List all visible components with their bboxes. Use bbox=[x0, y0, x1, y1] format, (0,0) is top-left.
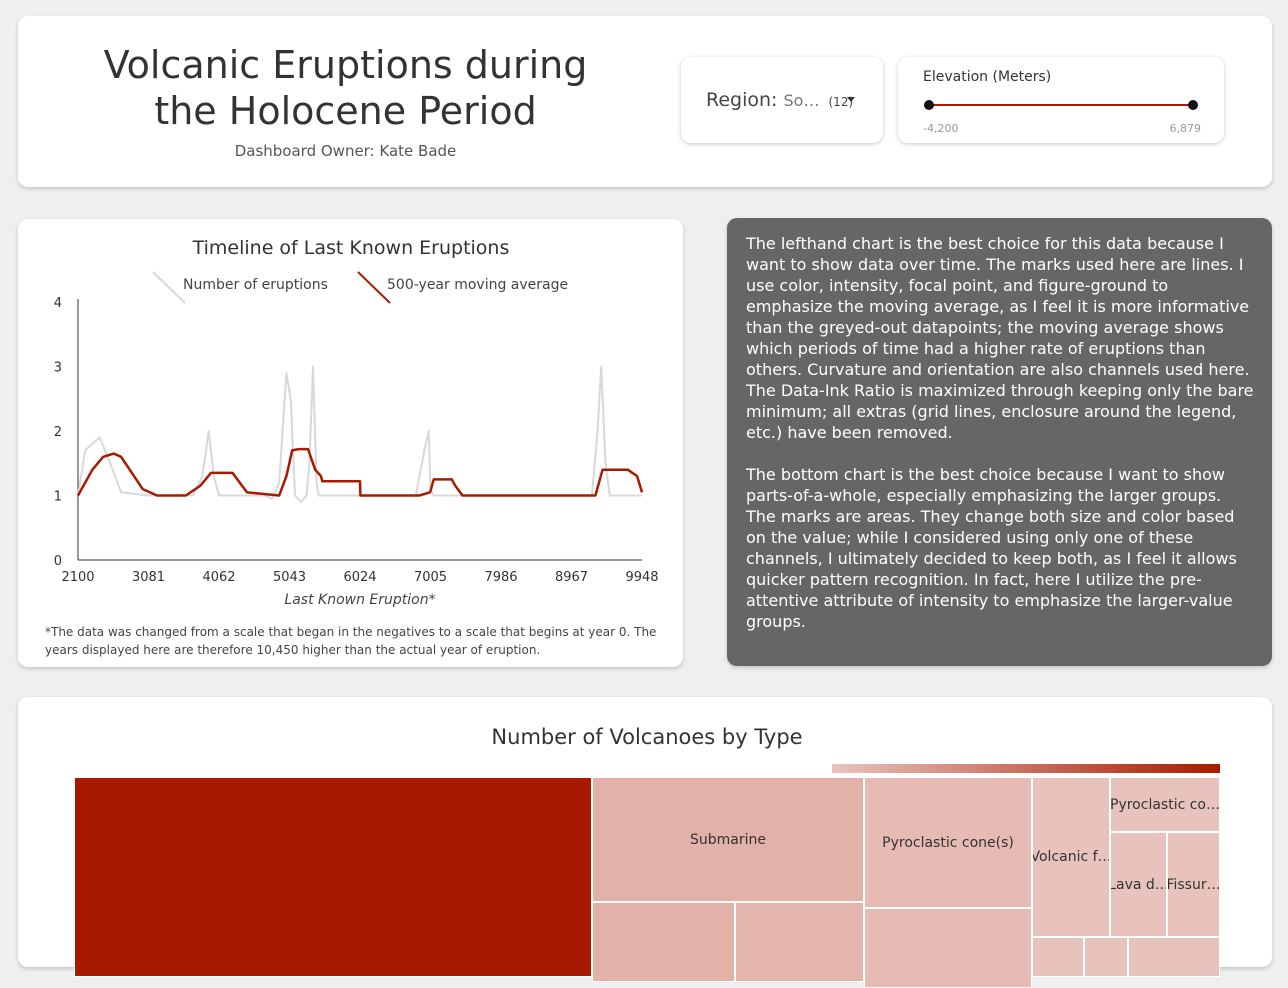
treemap-title: Number of Volcanoes by Type bbox=[491, 725, 803, 749]
region-label-text: Region: bbox=[706, 89, 778, 111]
y-tick-label: 4 bbox=[54, 296, 62, 311]
region-filter-value: So… bbox=[783, 91, 820, 110]
y-tick-label: 2 bbox=[54, 425, 62, 440]
region-filter-label: Region: So… (12) bbox=[706, 89, 853, 111]
treemap-cell[interactable] bbox=[735, 902, 864, 982]
legend-swatch bbox=[152, 271, 186, 304]
series-line-2 bbox=[76, 447, 644, 497]
y-tick-label: 3 bbox=[54, 361, 62, 376]
treemap-cell[interactable]: Volcanic f… bbox=[1032, 777, 1110, 937]
elevation-min-value: -4,200 bbox=[923, 122, 959, 135]
treemap-cell[interactable] bbox=[592, 902, 735, 982]
x-tick-label: 9948 bbox=[625, 570, 658, 585]
x-tick-label: 7986 bbox=[484, 570, 517, 585]
description-paragraph-1: The lefthand chart is the best choice fo… bbox=[746, 234, 1254, 442]
y-tick-label: 1 bbox=[54, 490, 62, 505]
timeline-chart-card: Timeline of Last Known Eruptions Number o… bbox=[18, 219, 683, 667]
dashboard-owner: Dashboard Owner: Kate Bade bbox=[234, 142, 457, 160]
treemap-cell[interactable] bbox=[1032, 937, 1084, 977]
timeline-chart: Timeline of Last Known Eruptions Number o… bbox=[54, 237, 659, 608]
x-tick-label: 6024 bbox=[343, 570, 376, 585]
x-tick-label: 5043 bbox=[273, 570, 306, 585]
legend-label: Number of eruptions bbox=[183, 277, 328, 293]
elevation-filter-label: Elevation (Meters) bbox=[923, 69, 1052, 85]
legend-label: 500-year moving average bbox=[387, 277, 568, 293]
treemap-cell[interactable]: Pyroclastic cone(s) bbox=[864, 777, 1032, 908]
description-paragraph-2: The bottom chart is the best choice beca… bbox=[746, 465, 1237, 631]
x-tick-label: 4062 bbox=[202, 570, 235, 585]
treemap-cell[interactable]: Fissur… bbox=[1167, 832, 1220, 937]
elevation-slider-max-handle[interactable] bbox=[1188, 100, 1198, 110]
header-card: Volcanic Eruptions during the Holocene P… bbox=[18, 16, 1272, 187]
elevation-max-value: 6,879 bbox=[1169, 122, 1202, 135]
x-tick-label: 2100 bbox=[61, 570, 94, 585]
chart-footnote: *The data was changed from a scale that … bbox=[45, 625, 657, 657]
elevation-slider-track[interactable] bbox=[929, 104, 1192, 106]
chevron-down-icon[interactable] bbox=[847, 97, 855, 102]
elevation-slider-min-handle[interactable] bbox=[924, 100, 934, 110]
treemap-cell[interactable] bbox=[1084, 937, 1128, 977]
treemap-cell[interactable] bbox=[74, 777, 592, 977]
y-tick-label: 0 bbox=[54, 554, 62, 569]
x-tick-label: 8967 bbox=[555, 570, 588, 585]
treemap-cell[interactable]: Lava d… bbox=[1110, 832, 1167, 937]
x-tick-label: 3081 bbox=[132, 570, 165, 585]
treemap-card: Number of Volcanoes by Type Submarine Pyr… bbox=[18, 697, 1272, 988]
treemap-cell[interactable]: Submarine bbox=[592, 777, 864, 902]
x-axis-label: Last Known Eruption* bbox=[284, 592, 435, 608]
description-panel: The lefthand chart is the best choice fo… bbox=[727, 218, 1272, 666]
region-filter-count: (12) bbox=[828, 95, 854, 109]
elevation-filter: Elevation (Meters) -4,200 6,879 bbox=[898, 57, 1224, 143]
treemap-cell[interactable] bbox=[1128, 937, 1220, 977]
treemap-cell[interactable] bbox=[864, 908, 1032, 988]
chart-title: Timeline of Last Known Eruptions bbox=[192, 237, 510, 259]
dashboard-title: Volcanic Eruptions during the Holocene P… bbox=[103, 43, 588, 133]
treemap-cell[interactable]: Pyroclastic co… bbox=[1110, 777, 1220, 832]
region-filter[interactable]: Region: So… (12) bbox=[681, 57, 883, 143]
legend-swatch bbox=[357, 271, 391, 304]
x-tick-label: 7005 bbox=[414, 570, 447, 585]
color-legend bbox=[832, 764, 1220, 773]
